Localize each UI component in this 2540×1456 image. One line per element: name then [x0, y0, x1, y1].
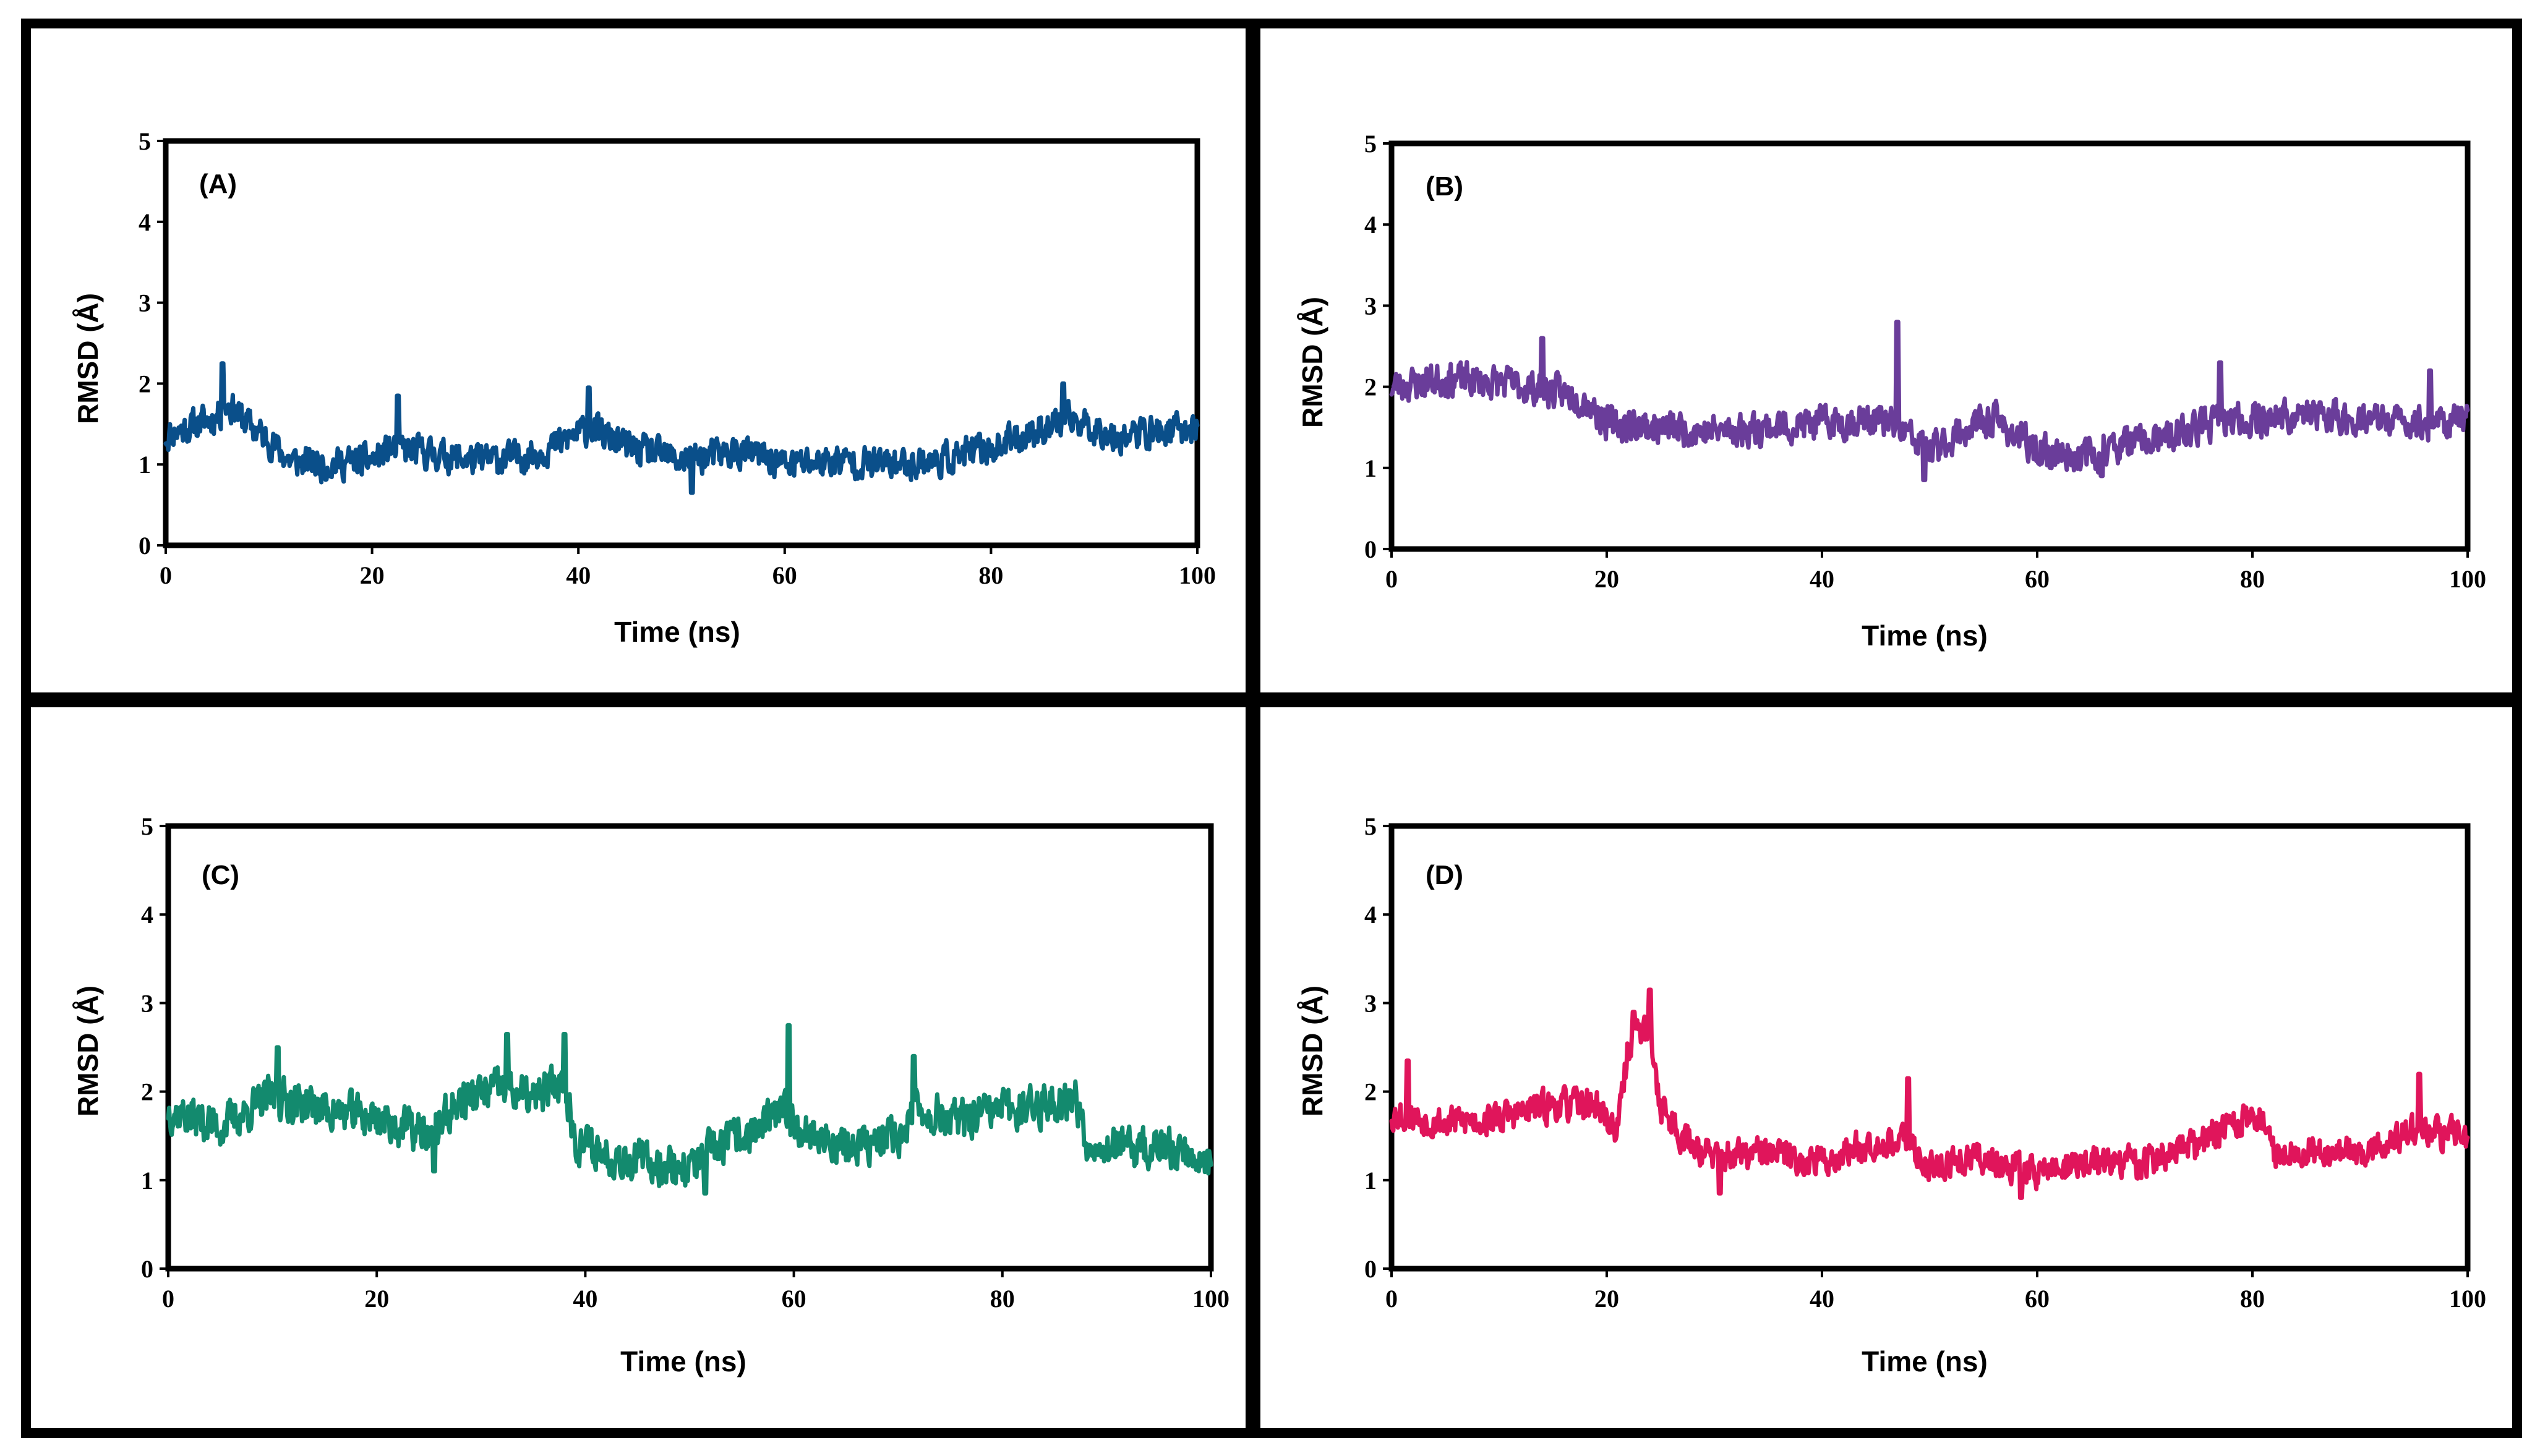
- panel-d-y-axis-label: RMSD (Å): [1296, 986, 1328, 1117]
- panel-b-ytick-label: 4: [1364, 211, 1377, 239]
- panel-b-rmsd-line: [1389, 320, 2470, 482]
- panel-d-ytick-label: 5: [1364, 812, 1377, 840]
- panel-a-label: (A): [199, 169, 237, 199]
- panel-c-xtick-label: 40: [573, 1285, 597, 1313]
- panel-c-xtick-label: 0: [162, 1285, 174, 1313]
- panel-d-rmsd-line: [1389, 987, 2470, 1200]
- panel-a-y-axis-label: RMSD (Å): [72, 293, 104, 424]
- panel-d-series: [1389, 987, 2470, 1200]
- panel-d-x-axis-label: Time (ns): [1862, 1345, 1988, 1377]
- panel-c-xtick-label: 20: [364, 1285, 389, 1313]
- panel-c-series: [166, 1023, 1213, 1196]
- panel-a-ytick-label: 1: [139, 451, 151, 479]
- panel-d-ytick-label: 0: [1364, 1255, 1377, 1283]
- panel-d-xtick-label: 100: [2449, 1285, 2486, 1313]
- panel-d-xtick-label: 60: [2025, 1285, 2050, 1313]
- panel-b-xtick-label: 20: [1594, 565, 1619, 593]
- panel-a-ytick-label: 5: [139, 127, 151, 155]
- panel-b-ytick-label: 0: [1364, 535, 1377, 563]
- panel-b-xtick-label: 100: [2449, 565, 2486, 593]
- panel-c-label: (C): [202, 860, 239, 890]
- panel-d-ytick-label: 3: [1364, 989, 1377, 1017]
- panel-d-label: (D): [1426, 860, 1463, 890]
- panel-a-xticks: 0 20 40 60 80 100: [160, 545, 1216, 589]
- panel-b-xtick-label: 80: [2240, 565, 2265, 593]
- panel-a-series: [163, 361, 1200, 495]
- panel-a-ytick-label: 4: [139, 208, 151, 236]
- panel-c-ytick-label: 2: [141, 1078, 153, 1106]
- panel-b-series: [1389, 320, 2470, 482]
- panel-d: 0 1 2 3 4 5 0 20 40 60 80 100 (D) Time (ns) RMSD (…: [1296, 812, 2486, 1377]
- panel-d-ytick-label: 2: [1364, 1078, 1377, 1106]
- panel-d-ytick-label: 1: [1364, 1167, 1377, 1194]
- panel-a-rmsd-line: [163, 361, 1200, 495]
- panel-b-yticks: 0 1 2 3 4 5: [1364, 130, 1392, 563]
- panel-a-yticks: 0 1 2 3 4 5: [139, 127, 166, 560]
- panel-b-x-axis-label: Time (ns): [1862, 619, 1988, 652]
- panel-a-plot-area: [163, 138, 1200, 548]
- panel-b-ytick-label: 2: [1364, 373, 1377, 401]
- panel-d-xtick-label: 40: [1810, 1285, 1834, 1313]
- panel-d-xtick-label: 0: [1385, 1285, 1398, 1313]
- panel-b-label: (B): [1426, 171, 1463, 202]
- panel-d-xtick-label: 20: [1594, 1285, 1619, 1313]
- panel-d-xticks: 0 20 40 60 80 100: [1385, 1269, 2486, 1313]
- panel-c-plot-area: [165, 823, 1214, 1272]
- panel-a-xtick-label: 80: [978, 561, 1003, 589]
- panel-b-ytick-label: 5: [1364, 130, 1377, 158]
- panel-d-frame: [1251, 697, 2522, 1438]
- panel-a-x-axis-label: Time (ns): [614, 616, 740, 648]
- panel-c-yticks: 0 1 2 3 4 5: [141, 812, 168, 1283]
- panel-c-xtick-label: 100: [1192, 1285, 1229, 1313]
- panel-c-ytick-label: 1: [141, 1167, 153, 1194]
- panel-c-ytick-label: 4: [141, 901, 153, 929]
- panel-b-xtick-label: 60: [2025, 565, 2050, 593]
- panel-b-xticks: 0 20 40 60 80 100: [1385, 549, 2486, 593]
- panel-a-ytick-label: 2: [139, 370, 151, 398]
- panel-c-xticks: 0 20 40 60 80 100: [162, 1269, 1229, 1313]
- panel-a-xtick-label: 40: [566, 561, 591, 589]
- panel-c-x-axis-label: Time (ns): [620, 1345, 746, 1377]
- panel-a: 0 1 2 3 4 5 0 20 40 60 80 100 (A) Time (ns) RMSD (…: [72, 127, 1216, 648]
- panel-c-ytick-label: 3: [141, 989, 153, 1017]
- panel-b: 0 1 2 3 4 5 0 20 40 60 80 100 (B) Time (ns) RMSD (…: [1296, 130, 2486, 652]
- panel-c-ytick-label: 5: [141, 812, 153, 840]
- panel-c-ytick-label: 0: [141, 1255, 153, 1283]
- panel-b-y-axis-label: RMSD (Å): [1296, 297, 1328, 428]
- panel-b-xtick-label: 40: [1810, 565, 1834, 593]
- panel-d-ytick-label: 4: [1364, 901, 1377, 929]
- panel-b-plot-area: [1388, 140, 2471, 552]
- panel-c-rmsd-line: [166, 1023, 1213, 1196]
- panel-c: 0 1 2 3 4 5 0 20 40 60 80 100 (C) Time (ns) RMSD (…: [72, 812, 1229, 1377]
- panel-c-xtick-label: 60: [782, 1285, 806, 1313]
- panel-b-xtick-label: 0: [1385, 565, 1398, 593]
- panel-a-ytick-label: 0: [139, 532, 151, 560]
- panel-d-yticks: 0 1 2 3 4 5: [1364, 812, 1392, 1283]
- panel-d-xtick-label: 80: [2240, 1285, 2265, 1313]
- panel-d-plot-area: [1388, 823, 2471, 1272]
- panel-a-xtick-label: 0: [160, 561, 172, 589]
- panel-c-xtick-label: 80: [990, 1285, 1015, 1313]
- panel-a-xtick-label: 100: [1179, 561, 1216, 589]
- panel-b-ytick-label: 3: [1364, 292, 1377, 320]
- panel-c-y-axis-label: RMSD (Å): [72, 986, 104, 1117]
- panel-a-xtick-label: 60: [772, 561, 797, 589]
- panel-a-xtick-label: 20: [360, 561, 385, 589]
- panel-a-ytick-label: 3: [139, 289, 151, 317]
- panel-b-ytick-label: 1: [1364, 454, 1377, 482]
